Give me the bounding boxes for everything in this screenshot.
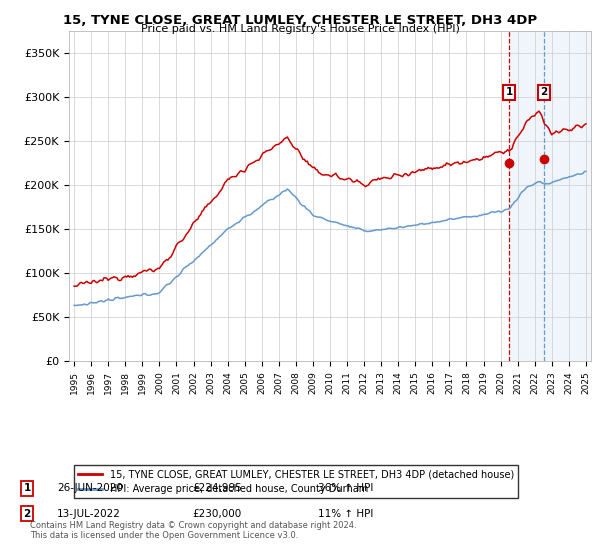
Text: £224,995: £224,995: [192, 483, 242, 493]
Text: £230,000: £230,000: [192, 508, 241, 519]
Text: Contains HM Land Registry data © Crown copyright and database right 2024.
This d: Contains HM Land Registry data © Crown c…: [30, 521, 356, 540]
Text: 13-JUL-2022: 13-JUL-2022: [57, 508, 121, 519]
Text: 36% ↑ HPI: 36% ↑ HPI: [318, 483, 373, 493]
Text: 2: 2: [541, 87, 548, 97]
Text: 11% ↑ HPI: 11% ↑ HPI: [318, 508, 373, 519]
Text: 26-JUN-2020: 26-JUN-2020: [57, 483, 123, 493]
Legend: 15, TYNE CLOSE, GREAT LUMLEY, CHESTER LE STREET, DH3 4DP (detached house), HPI: : 15, TYNE CLOSE, GREAT LUMLEY, CHESTER LE…: [74, 465, 518, 498]
Bar: [509, 31, 591, 361]
Text: 15, TYNE CLOSE, GREAT LUMLEY, CHESTER LE STREET, DH3 4DP: 15, TYNE CLOSE, GREAT LUMLEY, CHESTER LE…: [63, 14, 537, 27]
Text: 1: 1: [23, 483, 31, 493]
Text: 2: 2: [23, 508, 31, 519]
Text: 1: 1: [505, 87, 513, 97]
Text: Price paid vs. HM Land Registry's House Price Index (HPI): Price paid vs. HM Land Registry's House …: [140, 24, 460, 34]
